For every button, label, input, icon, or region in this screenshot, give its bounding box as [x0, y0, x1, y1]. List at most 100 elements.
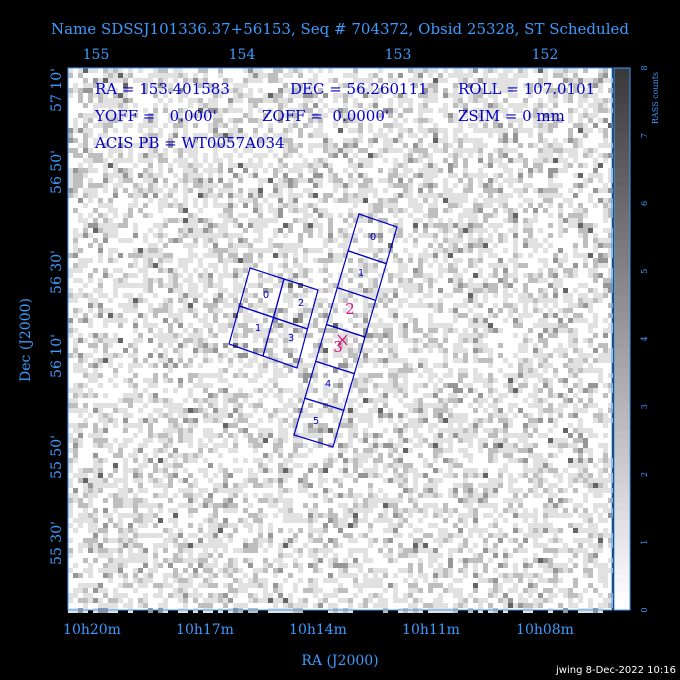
pixel: [123, 123, 128, 128]
pixel: [388, 183, 393, 188]
pixel: [368, 303, 373, 308]
pixel: [158, 78, 163, 83]
pixel: [373, 248, 378, 253]
pixel: [88, 233, 93, 238]
pixel: [218, 188, 223, 193]
pixel: [458, 358, 463, 363]
pixel: [228, 253, 233, 258]
pixel: [348, 173, 353, 178]
pixel: [308, 133, 313, 138]
pixel: [253, 263, 258, 268]
pixel: [243, 308, 248, 313]
pixel: [278, 243, 283, 248]
pixel: [363, 288, 368, 293]
pixel: [178, 208, 183, 213]
pixel: [328, 258, 333, 263]
pixel: [373, 363, 378, 368]
pixel: [298, 443, 303, 448]
pixel: [198, 328, 203, 333]
pixel: [68, 288, 73, 293]
pixel: [398, 473, 403, 478]
pixel: [83, 423, 88, 428]
pixel: [253, 458, 258, 463]
pixel: [193, 133, 198, 138]
pixel: [208, 463, 213, 468]
pixel: [588, 428, 593, 433]
pixel: [108, 228, 113, 233]
pixel: [453, 173, 458, 178]
pixel: [473, 263, 478, 268]
pixel: [288, 93, 293, 98]
pixel: [173, 388, 178, 393]
pixel: [328, 338, 333, 343]
pixel: [68, 388, 73, 393]
pixel: [568, 388, 573, 393]
pixel: [148, 263, 153, 268]
pixel: [428, 373, 433, 378]
pixel: [603, 413, 608, 418]
pixel: [148, 393, 153, 398]
pixel: [343, 443, 348, 448]
pixel: [298, 398, 303, 403]
pixel: [423, 148, 428, 153]
pixel: [318, 303, 323, 308]
pixel: [348, 403, 353, 408]
pixel: [598, 473, 603, 478]
pixel: [103, 158, 108, 163]
pixel: [113, 168, 118, 173]
pixel: [173, 418, 178, 423]
pixel: [238, 98, 243, 103]
pixel: [233, 408, 238, 413]
pixel: [68, 403, 73, 408]
pixel: [213, 333, 218, 338]
pixel: [588, 308, 593, 313]
pixel: [288, 388, 293, 393]
pixel: [558, 183, 563, 188]
pixel: [353, 453, 358, 458]
pixel: [213, 308, 218, 313]
pixel: [258, 163, 263, 168]
pixel: [288, 113, 293, 118]
pixel: [453, 223, 458, 228]
pixel: [148, 288, 153, 293]
pixel: [223, 188, 228, 193]
pixel: [128, 393, 133, 398]
pixel: [218, 158, 223, 163]
pixel: [573, 363, 578, 368]
pixel: [518, 203, 523, 208]
pixel: [578, 423, 583, 428]
pixel: [423, 68, 428, 73]
pixel: [133, 193, 138, 198]
pixel: [598, 178, 603, 183]
pixel: [298, 368, 303, 373]
pixel: [108, 208, 113, 213]
pixel: [298, 388, 303, 393]
pixel: [373, 473, 378, 478]
pixel: [168, 268, 173, 273]
pixel: [308, 308, 313, 313]
pixel: [528, 128, 533, 133]
pixel: [78, 288, 83, 293]
pixel: [588, 458, 593, 463]
pixel: [318, 443, 323, 448]
pixel: [373, 263, 378, 268]
pixel: [588, 473, 593, 478]
pixel: [253, 163, 258, 168]
pixel: [253, 153, 258, 158]
pixel: [528, 448, 533, 453]
pixel: [338, 443, 343, 448]
pixel: [548, 353, 553, 358]
pixel: [598, 468, 603, 473]
pixel: [103, 478, 108, 483]
pixel: [208, 193, 213, 198]
pixel: [218, 353, 223, 358]
pixel: [503, 163, 508, 168]
pixel: [373, 403, 378, 408]
pixel: [353, 203, 358, 208]
pixel: [313, 368, 318, 373]
pixel: [508, 403, 513, 408]
pixel: [478, 373, 483, 378]
pixel: [318, 313, 323, 318]
pixel: [253, 118, 258, 123]
pixel: [178, 463, 183, 468]
